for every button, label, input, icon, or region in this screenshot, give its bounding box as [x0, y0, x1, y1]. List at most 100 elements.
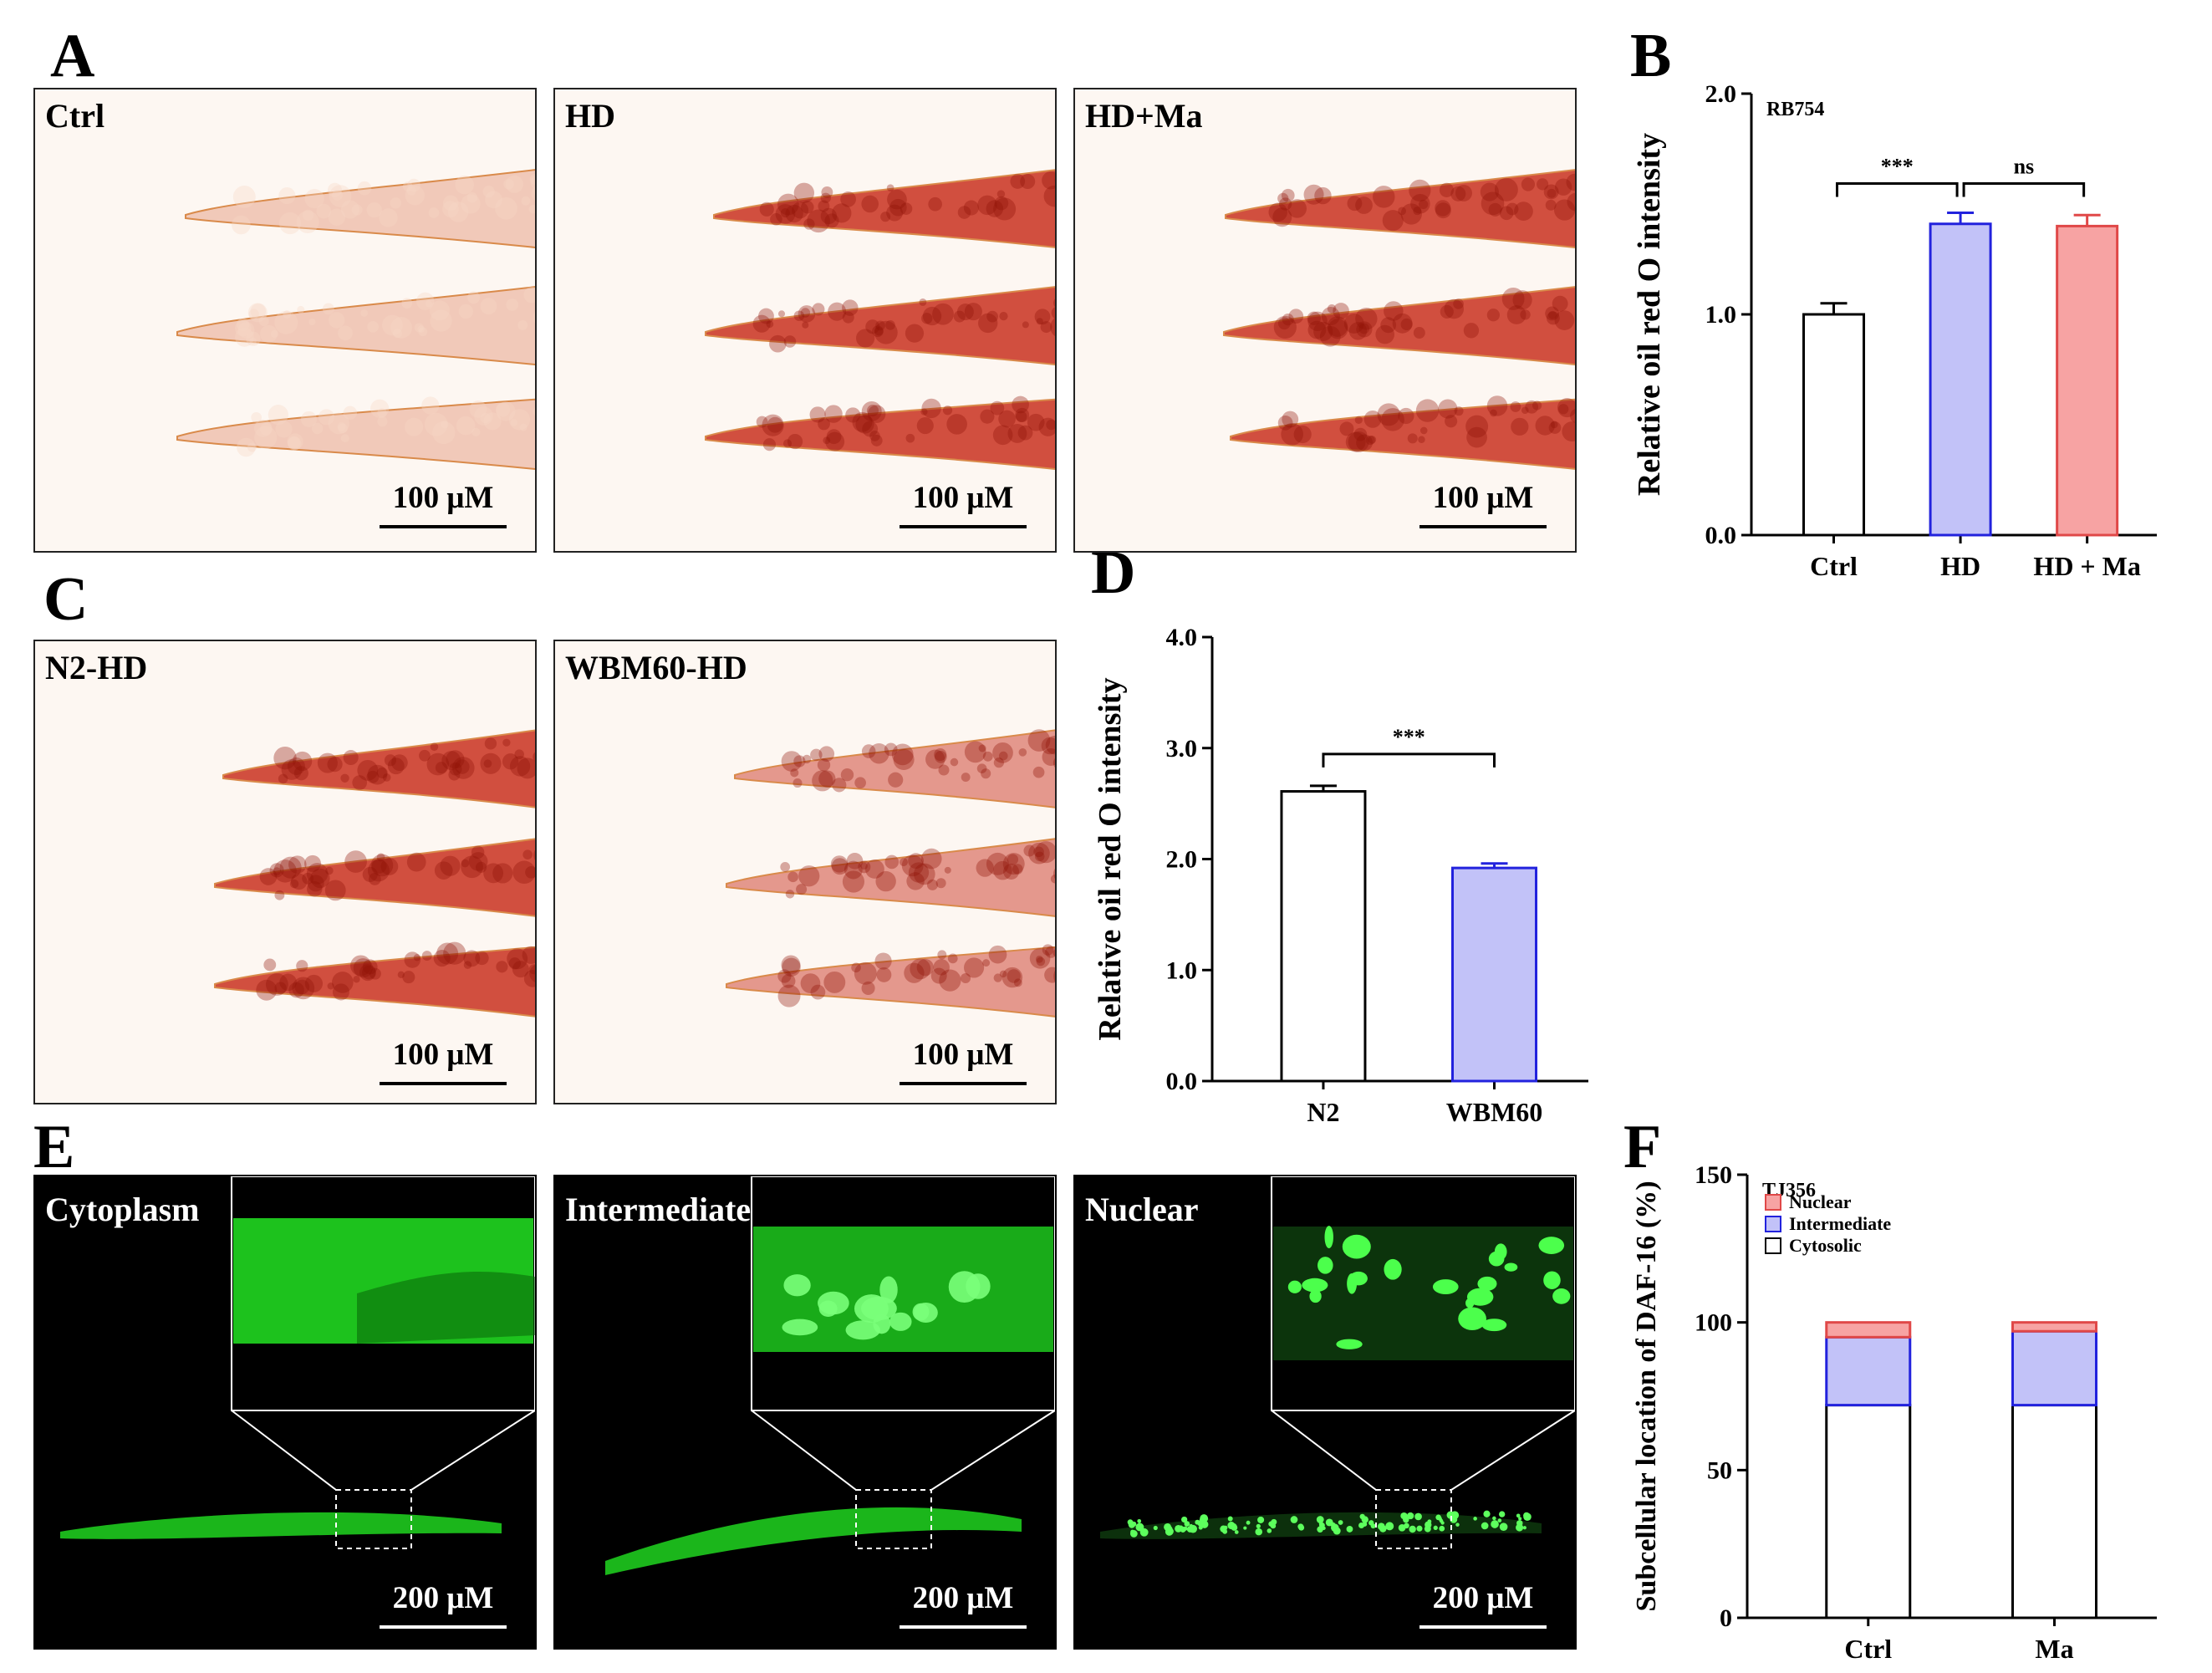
panel-label-e: E — [33, 1113, 75, 1181]
fluorescence-cytoplasm: Cytoplasm 200 μM — [33, 1175, 537, 1650]
bar-segment-intermediate — [2011, 1329, 2097, 1407]
y-tick-label: 1.0 — [1166, 956, 1198, 984]
scale-bar: 200 μM — [380, 1583, 507, 1629]
micrograph-hd-ma: HD+Ma 100 μM — [1073, 88, 1577, 553]
bar-n2 — [1280, 790, 1367, 1083]
worm-body — [726, 946, 1055, 1018]
zoom-line — [410, 1410, 535, 1491]
worm-body — [185, 169, 535, 248]
legend-label: Nuclear — [1789, 1191, 1852, 1212]
legend-label: Intermediate — [1789, 1213, 1891, 1234]
zoom-box — [855, 1489, 932, 1549]
y-tick-label: 2.0 — [1705, 80, 1737, 108]
zoom-line — [231, 1410, 337, 1491]
fluorescence-nuclear: Nuclear 200 μM — [1073, 1175, 1577, 1650]
scale-bar-label: 100 μM — [392, 481, 494, 515]
zoom-box — [335, 1489, 412, 1549]
scale-bar-label: 200 μM — [912, 1581, 1014, 1615]
y-axis-label: Subcellular location of DAF-16 (%) — [1631, 1181, 1662, 1611]
micrograph-title: WBM60-HD — [565, 649, 747, 686]
scale-bar: 100 μM — [380, 482, 507, 528]
significance-label: ns — [2014, 155, 2035, 179]
worm-body — [176, 398, 535, 471]
significance-bracket — [1322, 752, 1496, 768]
micrograph-wbm60-hd: WBM60-HD 100 μM — [553, 640, 1057, 1104]
worm-body — [705, 286, 1055, 365]
x-tick-label: HD + Ma — [2033, 551, 2140, 581]
panel-label-f: F — [1623, 1113, 1662, 1181]
bar-segment-nuclear — [1825, 1321, 1912, 1339]
worm-body — [1230, 398, 1575, 470]
scale-bar: 100 μM — [900, 1039, 1027, 1085]
scale-bar: 100 μM — [380, 1039, 507, 1085]
zoom-line — [930, 1410, 1055, 1491]
chart-f: 0 50 100 150 Subcellular location of DAF-16 … — [1631, 1161, 2157, 1664]
worm-body — [214, 946, 535, 1018]
x-tick-label: WBM60 — [1446, 1097, 1543, 1127]
legend-label: Cytosolic — [1789, 1235, 1862, 1256]
y-tick-label: 3.0 — [1166, 735, 1198, 763]
significance-label: *** — [1393, 725, 1425, 749]
significance-label: *** — [1881, 155, 1914, 179]
panel-label-b: B — [1630, 22, 1672, 90]
scale-bar: 100 μM — [900, 482, 1027, 528]
scale-bar-label: 100 μM — [912, 481, 1014, 515]
y-tick-label: 150 — [1695, 1161, 1732, 1189]
micrograph-title: HD — [565, 97, 615, 135]
worm-body — [176, 286, 535, 366]
micrograph-n2-hd: N2-HD 100 μM — [33, 640, 537, 1104]
y-axis-label: Relative oil red O intensity — [1632, 133, 1667, 496]
scale-bar: 100 μM — [1419, 482, 1547, 528]
worm-body — [60, 1512, 502, 1539]
micrograph-hd: HD 100 μM — [553, 88, 1057, 553]
significance-bracket — [1836, 182, 1959, 197]
micrograph-ctrl: Ctrl 100 μM — [33, 88, 537, 553]
y-tick-label: 0.0 — [1705, 522, 1737, 549]
y-tick-label: 50 — [1707, 1456, 1732, 1484]
zoom-line — [1450, 1410, 1575, 1491]
worm-body — [1223, 286, 1575, 365]
fluorescence-title: Nuclear — [1085, 1191, 1199, 1228]
panel-label-c: C — [43, 565, 89, 634]
panel-label-a: A — [50, 22, 95, 90]
bar-hd-ma — [2056, 224, 2119, 537]
bar-segment-intermediate — [1825, 1335, 1912, 1407]
bar-segment-cytosolic — [2011, 1404, 2097, 1619]
scale-bar-label: 100 μM — [392, 1038, 494, 1072]
y-axis-label: Relative oil red O intensity — [1093, 677, 1128, 1040]
worm-body — [222, 729, 535, 808]
y-tick-label: 0.0 — [1166, 1068, 1198, 1095]
y-tick-label: 100 — [1695, 1309, 1732, 1337]
x-tick-label: N2 — [1307, 1097, 1339, 1127]
scale-bar-label: 200 μM — [392, 1581, 494, 1615]
y-tick-label: 2.0 — [1166, 846, 1198, 874]
zoom-line — [1271, 1410, 1377, 1491]
legend-swatch — [1765, 1237, 1781, 1254]
bar-hd — [1929, 222, 1992, 537]
x-tick-label: HD — [1940, 551, 1980, 581]
chart-d: 0.0 1.0 2.0 3.0 4.0 Relative oil red O intens… — [1093, 624, 1588, 1127]
legend-swatch — [1765, 1194, 1781, 1211]
scale-bar-label: 100 μM — [1432, 481, 1534, 515]
x-tick-label: Ctrl — [1844, 1634, 1892, 1664]
x-tick-label: Ma — [2035, 1634, 2073, 1664]
worm-body — [605, 1507, 1022, 1575]
worm-body — [726, 838, 1055, 917]
worm-body — [1225, 169, 1575, 248]
x-tick-label: Ctrl — [1810, 551, 1858, 581]
fluorescence-title: Intermediate — [565, 1191, 752, 1228]
chart-title: RB754 — [1766, 99, 1824, 120]
y-tick-label: 0 — [1720, 1604, 1732, 1632]
zoom-line — [751, 1410, 857, 1491]
scale-bar-label: 100 μM — [912, 1038, 1014, 1072]
worm-body — [734, 729, 1055, 808]
micrograph-title: HD+Ma — [1085, 97, 1203, 135]
bar-segment-cytosolic — [1825, 1404, 1912, 1619]
scale-bar: 200 μM — [1419, 1583, 1547, 1629]
worm-body — [705, 398, 1055, 470]
micrograph-title: N2-HD — [45, 649, 148, 686]
scale-bar: 200 μM — [900, 1583, 1027, 1629]
y-tick-label: 1.0 — [1705, 301, 1737, 329]
bar-wbm60 — [1451, 866, 1537, 1083]
chart-b: 0.0 1.0 2.0 Relative oil red O intensity RB7… — [1632, 80, 2157, 581]
